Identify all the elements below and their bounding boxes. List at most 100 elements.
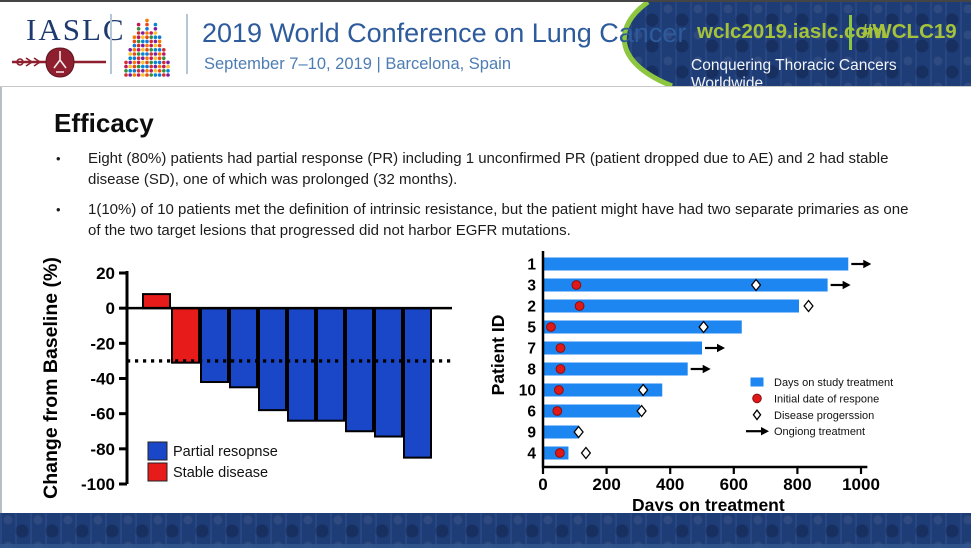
mosaic-dot: [124, 64, 128, 69]
header-separator-2: [186, 14, 188, 74]
mosaic-dot: [162, 56, 166, 60]
ongoing-arrow-head: [842, 280, 851, 290]
mosaic-dot: [136, 52, 141, 56]
mosaic-dot: [145, 73, 149, 77]
mosaic-dot: [149, 31, 153, 35]
slide-left-edge: [0, 2, 2, 548]
mosaic-dot: [149, 48, 153, 52]
mosaic-dot: [128, 52, 132, 56]
waterfall-bar-2: [171, 307, 200, 364]
bullet-marker: •: [56, 202, 61, 217]
swimmer-legend-bar-swatch: [750, 377, 764, 387]
mosaic-dot: [132, 35, 137, 39]
waterfall-tick-label: -100: [81, 475, 115, 494]
patient-id-label: 7: [527, 341, 536, 358]
progression-diamond: [750, 278, 762, 292]
header-hashtag-separator: [849, 15, 852, 50]
mosaic-dot: [128, 48, 132, 52]
mosaic-dot: [166, 69, 170, 73]
mosaic-dot: [145, 64, 149, 69]
mosaic-dot: [166, 60, 170, 65]
swimmer-tick-label: 400: [656, 475, 684, 494]
mosaic-dot: [153, 22, 158, 27]
mosaic-dot: [153, 64, 158, 69]
mosaic-dot: [157, 52, 162, 56]
waterfall-tick-label: -60: [90, 405, 115, 424]
mosaic-dot: [145, 22, 149, 27]
progression-diamond: [580, 446, 592, 460]
swimmer-x-axis-label: Days on treatment: [632, 495, 785, 511]
ongoing-arrow-head: [863, 259, 872, 269]
waterfall-bar-3: [200, 307, 229, 384]
swimmer-plot: 1 3 2 5 7 8 10 6 9 40 200 400 600 800 1000 Days on trea…: [490, 251, 893, 511]
mosaic-dot: [124, 69, 128, 73]
waterfall-legend-swatch-partial: [147, 441, 168, 461]
waterfall-bar-9: [374, 307, 403, 438]
ongoing-arrow-head: [717, 343, 725, 353]
swimmer-tick-label: 0: [538, 475, 547, 494]
bullet-item: • 1(10%) of 10 patients met the definiti…: [56, 199, 918, 241]
mosaic-dot: [153, 31, 158, 35]
response-dot: [552, 406, 563, 416]
progression-diamond: [803, 299, 814, 313]
waterfall-bar-6: [287, 307, 316, 422]
conference-title: 2019 World Conference on Lung Cancer: [202, 18, 687, 48]
mosaic-dot: [141, 48, 145, 52]
mosaic-dot: [153, 69, 158, 73]
patient-id-label: 4: [527, 446, 536, 463]
waterfall-bar-10: [403, 307, 432, 459]
mosaic-dot: [136, 39, 141, 44]
progression-diamond: [573, 425, 584, 439]
mosaic-dot: [141, 52, 145, 56]
treatment-bar-patient-7: [543, 341, 702, 355]
progression-diamond: [636, 404, 647, 418]
mosaic-dot: [157, 69, 162, 73]
sagrada-familia-mosaic-icon: [124, 18, 170, 77]
mosaic-dot: [149, 56, 153, 60]
mosaic-dot: [132, 64, 137, 69]
response-dot: [571, 280, 582, 290]
mosaic-dot: [141, 39, 145, 44]
mosaic-dot: [149, 43, 153, 48]
mosaic-dot: [136, 60, 141, 65]
mosaic-dot: [145, 43, 149, 48]
mosaic-dot: [136, 35, 141, 39]
response-dot: [554, 385, 564, 395]
mosaic-dot: [153, 39, 158, 44]
swimmer-legend-label: Ongiong treatment: [774, 426, 865, 438]
response-dot: [546, 322, 556, 332]
ongoing-arrow-head: [702, 364, 711, 374]
swimmer-tick-label: 800: [783, 475, 811, 494]
mosaic-dot: [132, 73, 137, 77]
footer-accent-strip: [0, 544, 971, 548]
treatment-bar-patient-1: [543, 257, 849, 271]
mosaic-dot: [136, 43, 141, 48]
mosaic-dot: [141, 31, 145, 35]
swimmer-legend-label: Days on study treatment: [774, 377, 893, 389]
mosaic-dot: [145, 56, 149, 60]
waterfall-legend-swatch-stable: [147, 462, 168, 482]
swimmer-tick-label: 600: [720, 475, 748, 494]
mosaic-dot: [128, 60, 132, 65]
bullet-text: Eight (80%) patients had partial respons…: [88, 150, 889, 188]
conference-date-location: September 7–10, 2019 | Barcelona, Spain: [204, 55, 511, 73]
mosaic-dot: [153, 35, 158, 39]
response-dot: [574, 301, 585, 311]
mosaic-dot: [162, 69, 166, 73]
patient-id-label: 9: [527, 425, 536, 442]
header-bottom-border: [0, 86, 971, 87]
mosaic-dot: [162, 48, 166, 52]
mosaic-dot: [145, 27, 149, 31]
waterfall-legend-label: Partial resopnse: [173, 444, 278, 460]
waterfall-bar-7: [316, 307, 345, 422]
mosaic-dot: [141, 64, 145, 69]
mosaic-dot: [145, 52, 149, 56]
treatment-bar-patient-5: [543, 320, 742, 334]
waterfall-bar-5: [258, 307, 287, 412]
mosaic-dot: [149, 39, 153, 44]
mosaic-dot: [136, 73, 141, 77]
waterfall-tick-label: -40: [90, 370, 115, 389]
mosaic-dot: [124, 73, 128, 77]
conference-website: wclc2019.iaslc.com: [697, 20, 887, 43]
mosaic-dot: [149, 69, 153, 73]
